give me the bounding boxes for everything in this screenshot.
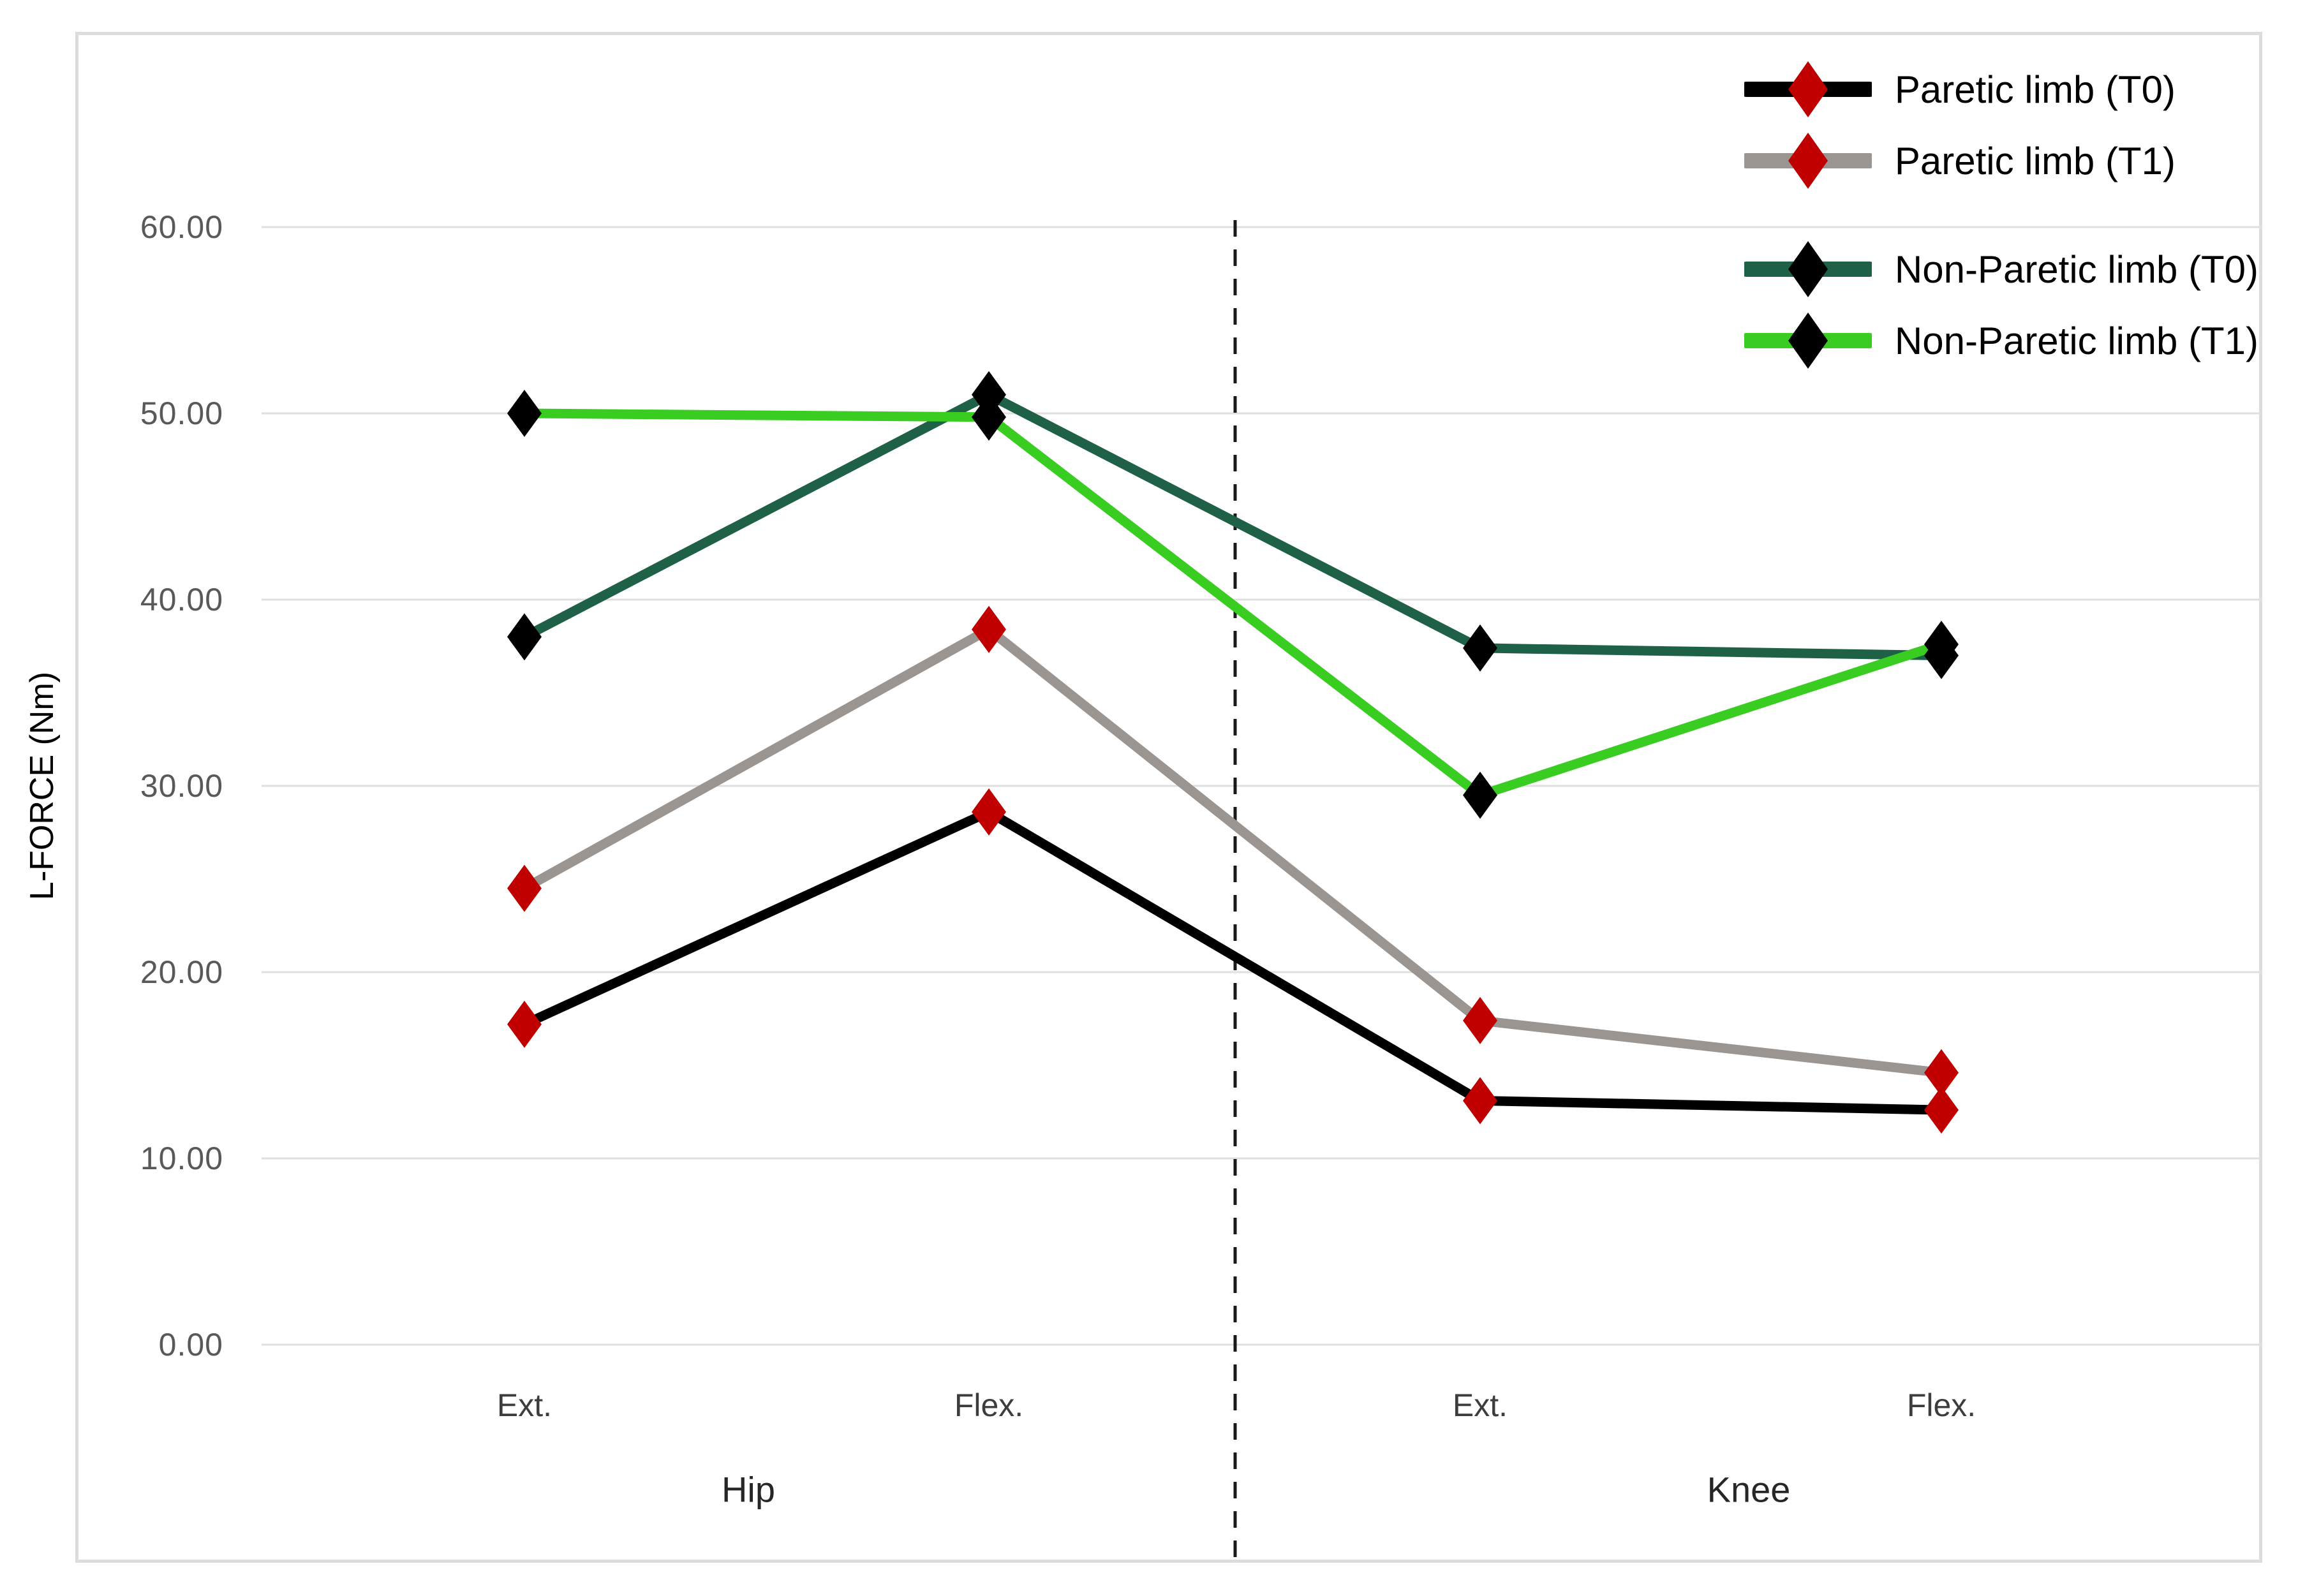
series-line-1 [519, 624, 1946, 1078]
legend-row-paretic-t0: Paretic limb (T0) [1744, 54, 2258, 125]
legend-row-nonparetic-t1: Non-Paretic limb (T1) [1744, 305, 2258, 376]
legend-row-nonparetic-t0: Non-Paretic limb (T0) [1744, 233, 2258, 305]
x-tick-label-knee-ext: Ext. [1452, 1387, 1508, 1423]
x-tick-label-hip-ext: Ext. [496, 1387, 552, 1423]
series-marker-diamond-3 [1924, 621, 1959, 669]
series-line-2 [519, 390, 1946, 661]
series-line-3 [519, 408, 1946, 801]
legend-marker-paretic-t1-icon [1744, 133, 1872, 189]
y-tick-label: 30.00 [140, 768, 223, 804]
series-marker-diamond-2 [507, 613, 542, 661]
y-tick-label: 40.00 [140, 582, 223, 617]
legend-row-paretic-t1: Paretic limb (T1) [1744, 125, 2258, 196]
x-tick-label-hip-flex: Flex. [954, 1387, 1024, 1423]
series-marker-diamond-2 [1463, 624, 1497, 672]
y-tick-label: 50.00 [140, 395, 223, 431]
series-marker-diamond-3 [507, 390, 542, 437]
series-marker-diamond-1 [1924, 1049, 1959, 1097]
chart-area-border [75, 32, 2262, 1563]
x-tick-label-knee-flex: Flex. [1906, 1387, 1976, 1423]
legend-marker-nonparetic-t1-icon [1744, 313, 1872, 369]
x-group-label-hip: Hip [721, 1469, 776, 1510]
series-marker-diamond-3 [972, 393, 1006, 441]
legend-diamond-sample [1788, 61, 1828, 117]
x-group-label-knee: Knee [1707, 1469, 1791, 1510]
series-marker-diamond-1 [507, 864, 542, 912]
legend-label-paretic-t1: Paretic limb (T1) [1894, 139, 2176, 182]
legend-marker-nonparetic-t0-icon [1744, 241, 1872, 297]
y-axis-title: L-FORCE (Nm) [24, 671, 61, 901]
legend: Paretic limb (T0) Paretic limb (T1) Non-… [1744, 54, 2258, 376]
y-tick-label: 10.00 [140, 1141, 223, 1176]
legend-marker-paretic-t0-icon [1744, 61, 1872, 117]
y-tick-label: 0.00 [158, 1327, 223, 1363]
series-marker-diamond-0 [1463, 1077, 1497, 1125]
legend-diamond-sample [1788, 241, 1828, 297]
series-marker-diamond-1 [972, 605, 1006, 653]
series-marker-diamond-0 [507, 1000, 542, 1048]
series-marker-diamond-0 [972, 788, 1006, 836]
y-tick-label: 60.00 [140, 209, 223, 245]
legend-label-paretic-t0: Paretic limb (T0) [1894, 68, 2176, 111]
series-marker-diamond-0 [1924, 1086, 1959, 1134]
series-marker-diamond-3 [1463, 771, 1497, 819]
legend-diamond-sample [1788, 313, 1828, 369]
series-line-0 [519, 807, 1946, 1115]
series-marker-diamond-1 [1463, 996, 1497, 1044]
y-tick-label: 20.00 [140, 954, 223, 990]
legend-diamond-sample [1788, 133, 1828, 189]
legend-label-nonparetic-t1: Non-Paretic limb (T1) [1894, 319, 2258, 362]
legend-label-nonparetic-t0: Non-Paretic limb (T0) [1894, 248, 2258, 291]
